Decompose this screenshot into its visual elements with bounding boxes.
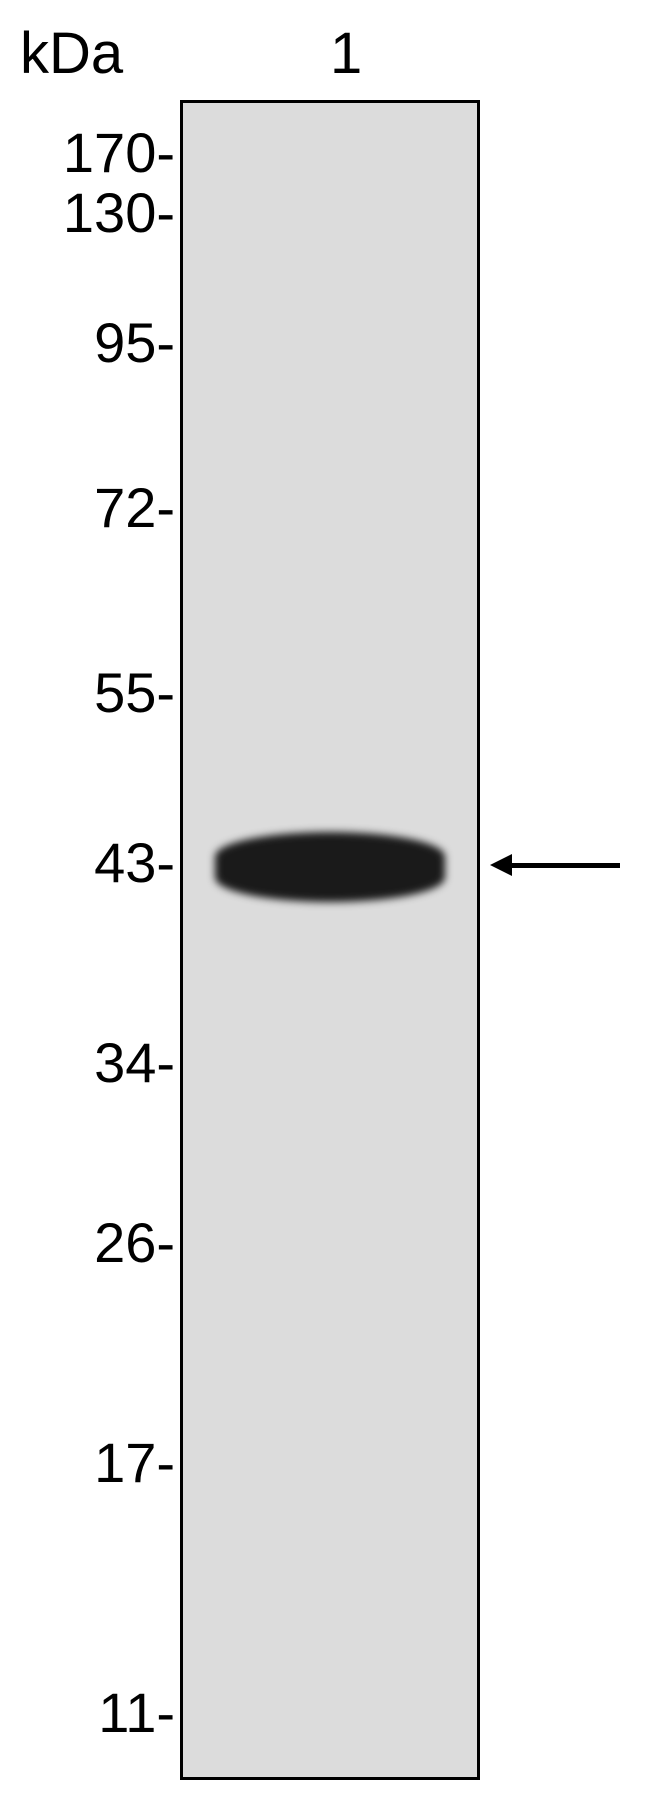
western-blot-figure: kDa 1 170- 130- 95- 72- 55- 43- 34- 26- … [0, 0, 650, 1806]
lane-1-label: 1 [330, 20, 362, 87]
marker-95: 95- [15, 310, 175, 375]
band-arrow-head-icon [490, 854, 512, 876]
marker-55: 55- [15, 660, 175, 725]
kda-unit-label: kDa [20, 20, 123, 87]
band-arrow-line [512, 863, 620, 868]
marker-11: 11- [15, 1680, 175, 1745]
marker-43: 43- [15, 830, 175, 895]
lane-border [180, 100, 480, 1780]
marker-130: 130- [15, 180, 175, 245]
protein-band [215, 832, 445, 902]
marker-72: 72- [15, 475, 175, 540]
marker-34: 34- [15, 1030, 175, 1095]
marker-17: 17- [15, 1430, 175, 1495]
marker-170: 170- [15, 120, 175, 185]
marker-26: 26- [15, 1210, 175, 1275]
